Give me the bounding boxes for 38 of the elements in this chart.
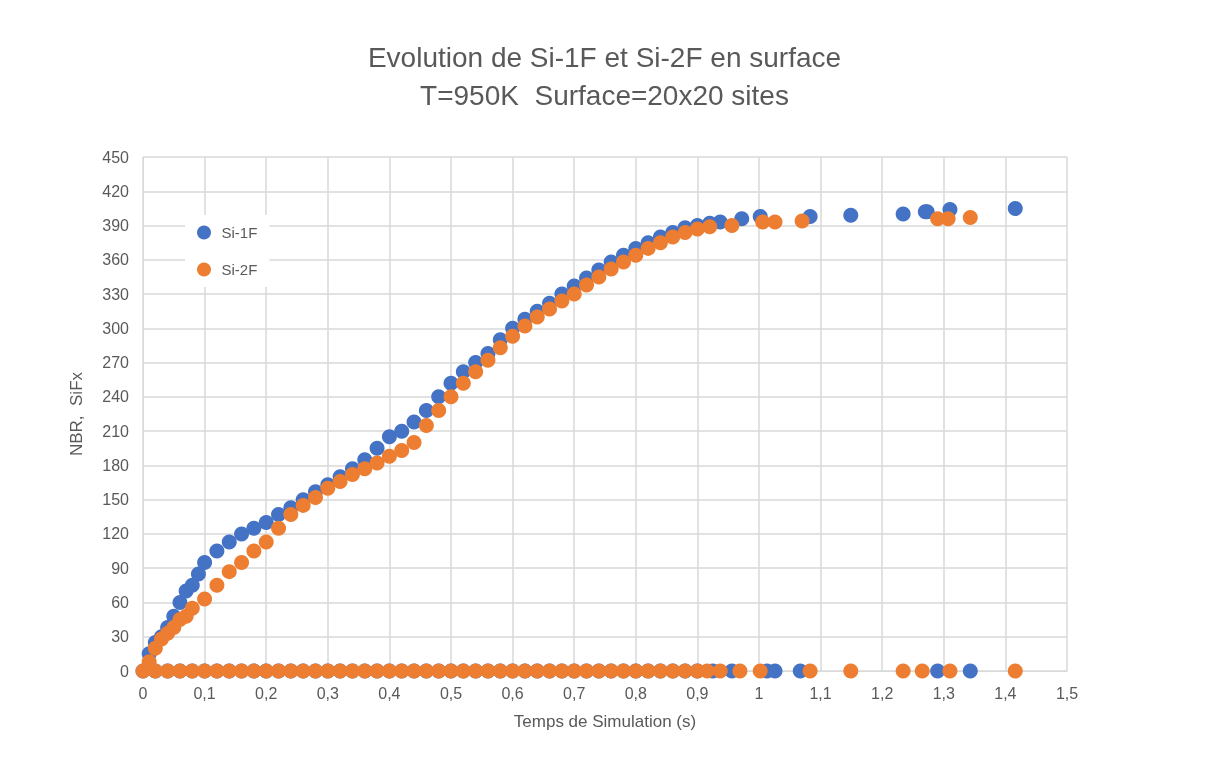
y-tick-label: 240 (102, 388, 130, 406)
x-tick-label: 1 (754, 684, 764, 702)
y-tick-label: 180 (102, 456, 130, 474)
y-tick-label: 120 (102, 525, 130, 543)
x-tick-label: 0,2 (255, 684, 278, 702)
chart-subtitle: T=950K Surface=20x20 sites (420, 79, 789, 111)
x-axis-title: Temps de Simulation (s) (513, 712, 697, 731)
x-tick-label: 0,9 (686, 684, 709, 702)
y-tick-label: 270 (102, 354, 130, 372)
y-tick-label: 300 (102, 319, 130, 337)
y-tick-label: 330 (102, 285, 130, 303)
x-tick-label: 0,4 (378, 684, 401, 702)
x-tick-label: 0 (138, 684, 148, 702)
y-tick-label: 30 (111, 628, 130, 646)
y-tick-label: 390 (102, 217, 130, 235)
x-tick-label: 0,6 (501, 684, 524, 702)
y-tick-label: 450 (102, 148, 130, 166)
x-tick-label: 0,8 (624, 684, 648, 702)
legend-label: Si-1F (221, 224, 258, 241)
x-tick-label: 0,3 (316, 684, 340, 702)
y-axis-title: NBR, SiFx (67, 371, 86, 457)
legend-label: Si-2F (221, 261, 258, 278)
x-tick-label: 1,2 (871, 684, 894, 702)
x-tick-label: 0,7 (563, 684, 586, 702)
x-tick-label: 1,3 (932, 684, 956, 702)
x-tick-label: 1,5 (1055, 684, 1079, 702)
y-tick-label: 60 (111, 593, 130, 611)
y-tick-label: 420 (102, 182, 130, 200)
chart-title: Evolution de Si-1F et Si-2F en surface (367, 41, 842, 73)
y-tick-label: 90 (111, 559, 130, 577)
x-tick-label: 1,4 (994, 684, 1017, 702)
y-tick-label: 360 (102, 251, 130, 269)
x-tick-label: 0,1 (193, 684, 216, 702)
x-tick-label: 0,5 (439, 684, 463, 702)
y-tick-label: 0 (120, 662, 130, 680)
y-tick-label: 210 (102, 422, 130, 440)
x-tick-label: 1,1 (809, 684, 832, 702)
y-tick-label: 150 (102, 491, 130, 509)
